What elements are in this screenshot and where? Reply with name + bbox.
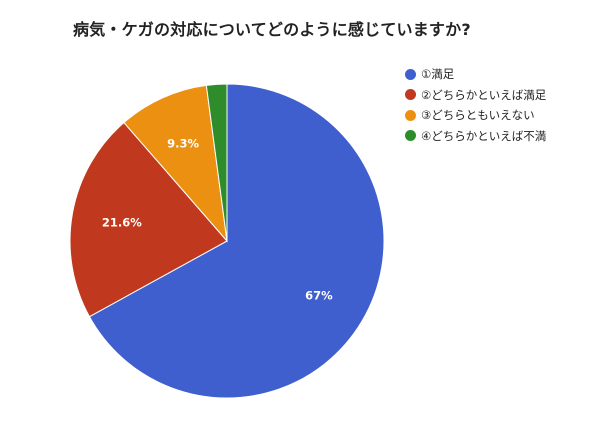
legend-swatch — [405, 109, 416, 121]
pie-slice — [88, 83, 385, 399]
chart-legend: ①満足 ②どちらかといえば満足 ③どちらともいえない ④どちらかといえば不満 — [405, 64, 546, 146]
legend-label: ①満足 — [421, 67, 455, 82]
legend-swatch — [405, 89, 416, 101]
pie-slice — [205, 83, 228, 242]
slice-value-label: 67% — [305, 288, 333, 302]
pie-slice — [123, 84, 228, 243]
legend-item: ②どちらかといえば満足 — [405, 85, 546, 106]
pie-slice — [69, 121, 228, 318]
legend-swatch — [405, 130, 416, 142]
slice-value-label: 21.6% — [102, 215, 142, 229]
legend-item: ④どちらかといえば不満 — [405, 126, 546, 147]
legend-label: ③どちらともいえない — [421, 108, 535, 123]
chart-title: 病気・ケガの対応についてどのように感じていますか? — [73, 20, 471, 39]
legend-item: ①満足 — [405, 64, 546, 85]
legend-item: ③どちらともいえない — [405, 105, 546, 126]
slice-value-label: 9.3% — [167, 137, 199, 151]
legend-swatch — [405, 68, 416, 80]
legend-label: ④どちらかといえば不満 — [421, 128, 547, 143]
legend-label: ②どちらかといえば満足 — [421, 87, 547, 102]
